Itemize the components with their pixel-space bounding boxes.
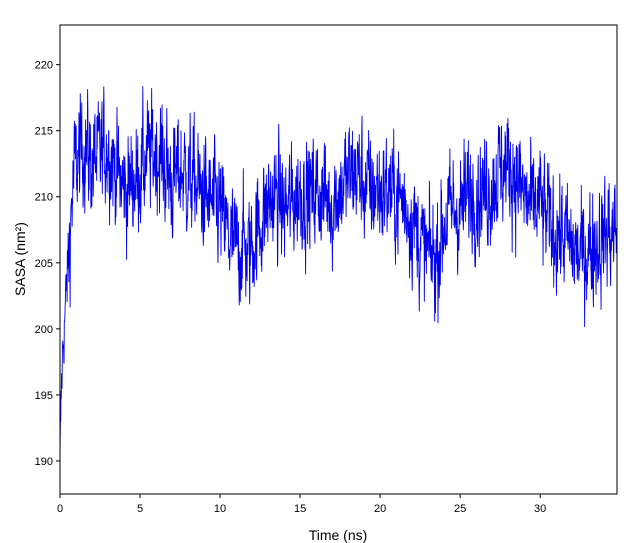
y-tick-label: 205 — [35, 258, 53, 270]
sasa-series-line — [59, 85, 618, 452]
x-axis: 0 5 10 15 20 25 30 — [57, 494, 546, 515]
plot-frame — [59, 24, 618, 495]
y-tick-label: 210 — [35, 192, 53, 204]
y-tick-label: 215 — [35, 126, 53, 138]
x-tick-label: 10 — [214, 503, 226, 515]
y-tick-label: 220 — [35, 60, 53, 72]
y-tick-label: 195 — [35, 390, 53, 402]
y-axis: 190 195 200 205 210 215 220 — [35, 60, 60, 468]
y-tick-label: 200 — [35, 324, 53, 336]
x-tick-label: 0 — [57, 503, 63, 515]
y-tick-label: 190 — [35, 456, 53, 468]
x-tick-label: 30 — [534, 503, 546, 515]
x-tick-label: 20 — [374, 503, 386, 515]
x-tick-label: 15 — [294, 503, 306, 515]
x-tick-label: 5 — [137, 503, 143, 515]
x-tick-label: 25 — [454, 503, 466, 515]
y-axis-label: SASA (nm²) — [12, 222, 28, 296]
x-axis-label: Time (ns) — [309, 527, 368, 543]
series-line-group — [59, 85, 618, 452]
